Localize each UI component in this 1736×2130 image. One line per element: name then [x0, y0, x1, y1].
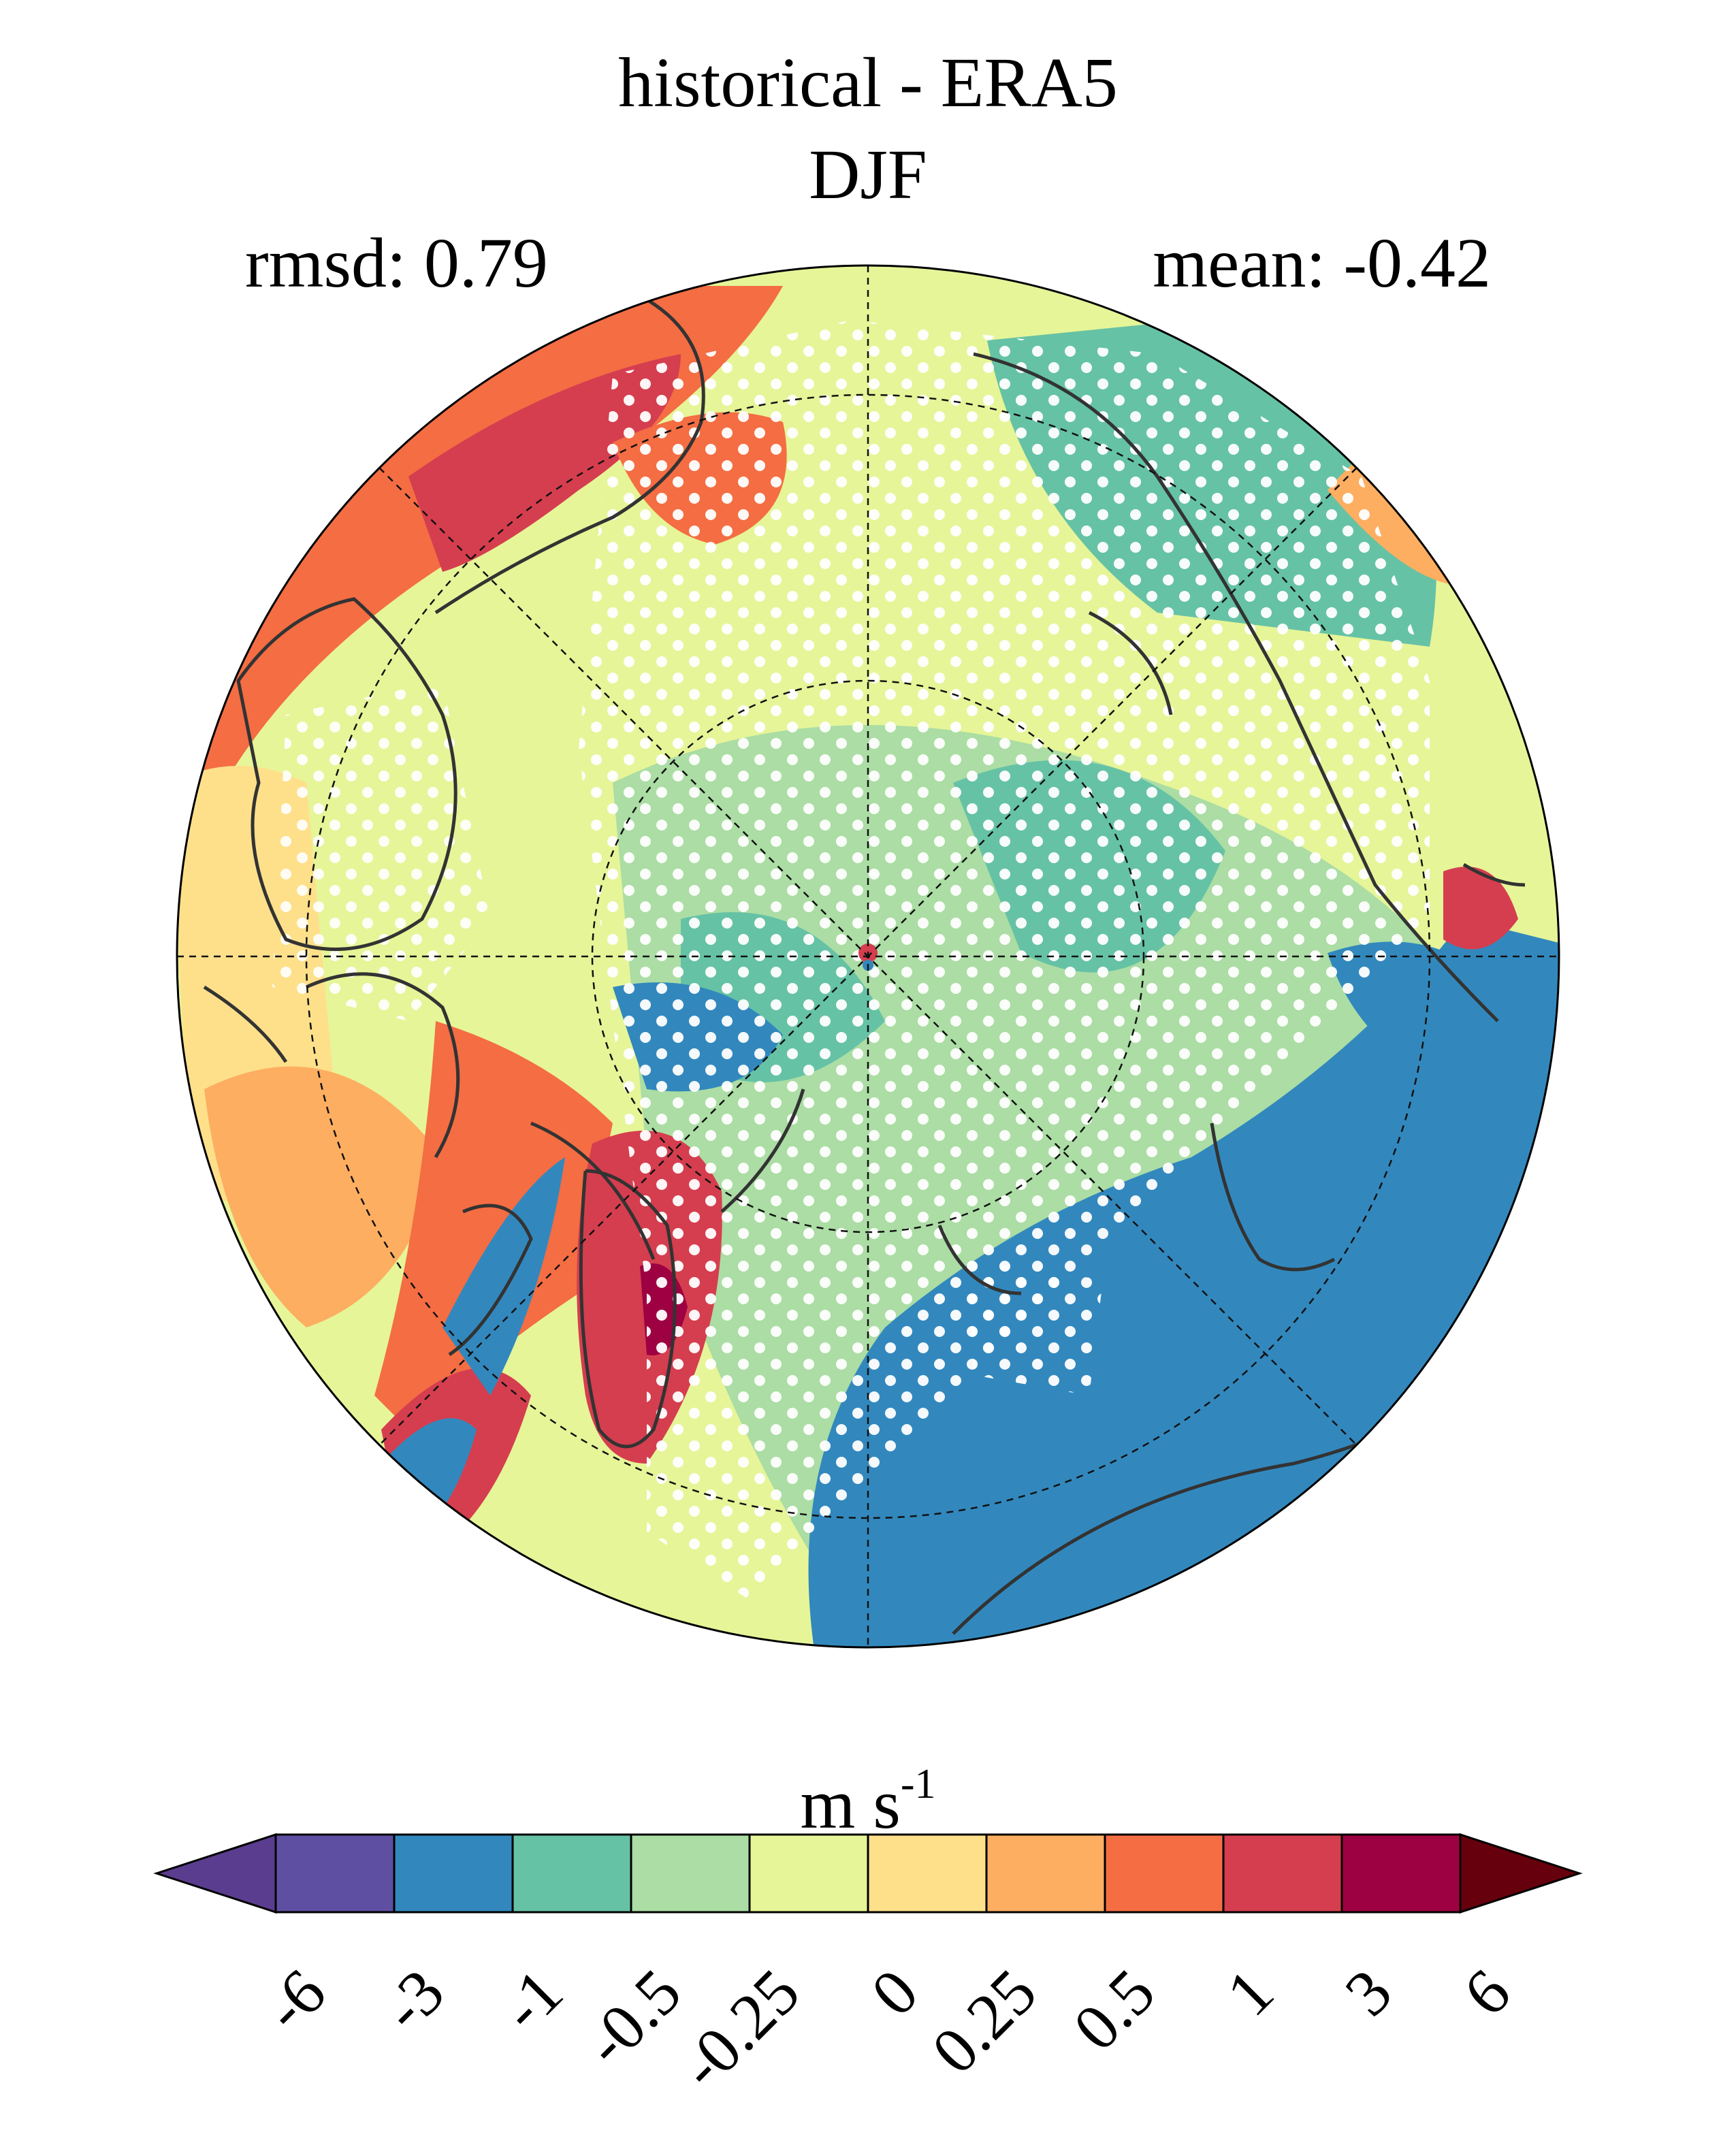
colorbar-cell	[1222, 1833, 1343, 1914]
chart-title: historical - ERA5	[618, 44, 1118, 122]
map-boundary	[176, 264, 1560, 1649]
colorbar-extend-over	[1459, 1833, 1583, 1914]
colorbar-extend-under	[153, 1833, 277, 1914]
colorbar-tick-label: 6	[1449, 1955, 1524, 2030]
colorbar-cell	[274, 1833, 396, 1914]
colorbar-tick-label: 0	[857, 1955, 932, 2030]
colorbar-tick-label: 0.5	[1059, 1955, 1169, 2065]
colorbar-tick-label: 0.25	[918, 1955, 1050, 2087]
colorbar-tick-label: 1	[1212, 1955, 1287, 2030]
colorbar-cell	[1340, 1833, 1462, 1914]
units-exponent: -1	[900, 1761, 936, 1807]
colorbar-tick-label: -1	[486, 1955, 576, 2045]
colorbar-cell	[867, 1833, 988, 1914]
colorbar-cell	[985, 1833, 1106, 1914]
colorbar-cell	[511, 1833, 632, 1914]
rmsd-label: rmsd: 0.79	[245, 224, 548, 302]
colorbar-cell	[630, 1833, 751, 1914]
colorbar-tick-label: 3	[1331, 1955, 1406, 2030]
season-label: DJF	[809, 135, 927, 214]
colorbar-tick-label: -6	[249, 1955, 339, 2045]
colorbar-units: m s-1	[0, 1763, 1736, 1840]
colorbar-tick-label: -3	[368, 1955, 457, 2045]
colorbar-cell	[1104, 1833, 1225, 1914]
colorbar-cell	[393, 1833, 514, 1914]
colorbar-tick-label: -0.25	[665, 1955, 813, 2103]
graticule	[177, 265, 1559, 1647]
units-base: m s	[800, 1765, 901, 1843]
colorbar-cell	[748, 1833, 869, 1914]
mean-label: mean: -0.42	[1153, 224, 1491, 302]
polar-map	[176, 264, 1560, 1649]
